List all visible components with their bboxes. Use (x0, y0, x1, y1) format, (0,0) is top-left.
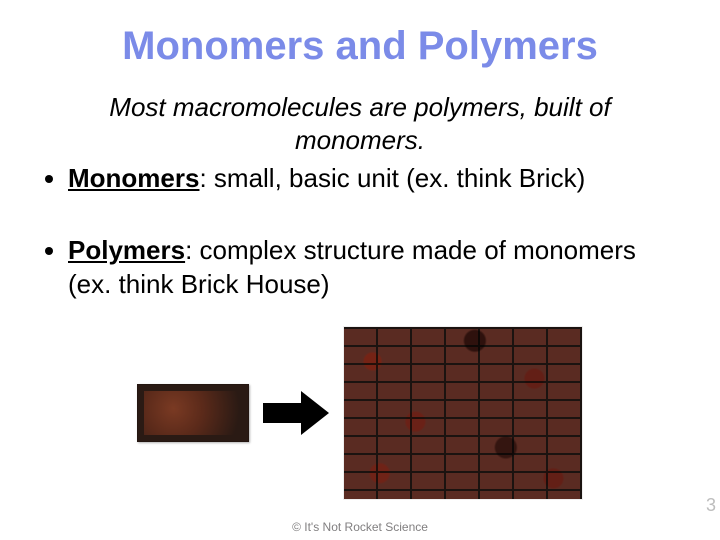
term-polymers: Polymers (68, 235, 185, 265)
arrow-icon (261, 388, 331, 438)
brick-wall-image (343, 326, 583, 500)
subtitle-line1: Most macromolecules are polymers, built … (109, 92, 610, 122)
slide-subtitle: Most macromolecules are polymers, built … (40, 91, 680, 156)
credit-text: © It's Not Rocket Science (0, 520, 720, 534)
bullet-list: Monomers: small, basic unit (ex. think B… (40, 162, 680, 301)
figure-row (0, 326, 720, 500)
term-monomers: Monomers (68, 163, 199, 193)
bullet-monomers: Monomers: small, basic unit (ex. think B… (68, 162, 680, 196)
page-number: 3 (706, 495, 716, 516)
bullet-polymers: Polymers: complex structure made of mono… (68, 234, 680, 302)
def-monomers: : small, basic unit (ex. think Brick) (199, 163, 585, 193)
single-brick-image (137, 384, 249, 442)
slide: Monomers and Polymers Most macromolecule… (0, 0, 720, 540)
slide-title: Monomers and Polymers (40, 24, 680, 69)
subtitle-line2: monomers. (295, 125, 425, 155)
